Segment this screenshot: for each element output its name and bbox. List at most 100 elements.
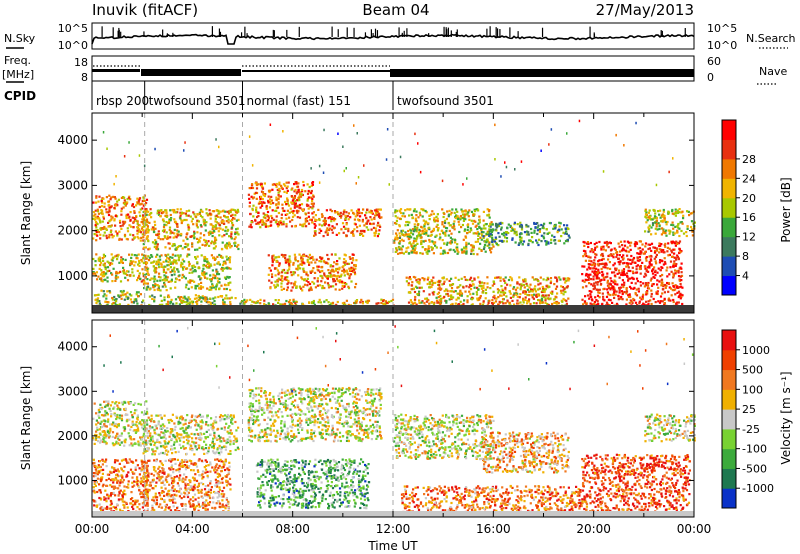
power-cell	[585, 285, 588, 288]
power-cell	[463, 251, 466, 254]
power-cell	[596, 263, 599, 266]
power-cell	[660, 220, 663, 223]
power-cell	[488, 225, 491, 228]
power-cell	[663, 297, 666, 300]
power-cell	[421, 215, 424, 218]
power-cell	[502, 293, 505, 296]
power-cell	[312, 301, 315, 305]
power-cell	[285, 299, 288, 303]
power-cell	[674, 244, 677, 247]
power-cell	[374, 211, 378, 214]
power-cell	[438, 284, 441, 287]
power-cell	[589, 295, 592, 298]
power-cell	[125, 295, 128, 298]
power-cell	[626, 254, 629, 257]
power-cell	[275, 256, 278, 259]
power-cell	[638, 256, 641, 259]
power-cell	[119, 221, 122, 224]
power-cell	[251, 300, 254, 303]
power-cell	[590, 264, 594, 267]
power-cell	[664, 245, 667, 248]
power-cell	[491, 223, 494, 226]
power-cell	[108, 206, 111, 209]
power-cell	[672, 272, 675, 275]
power-cell	[174, 248, 177, 251]
power-cell	[439, 252, 442, 255]
power-cell	[215, 138, 217, 141]
power-cell	[474, 225, 477, 228]
power-cell	[320, 270, 323, 273]
power-cell	[647, 216, 650, 219]
power-cell	[317, 265, 320, 268]
power-cell	[378, 214, 381, 218]
power-cell	[103, 205, 106, 208]
power-cell	[674, 272, 677, 275]
power-cell	[670, 287, 673, 290]
power-cell	[670, 251, 674, 254]
power-cell	[511, 238, 514, 241]
power-cell	[185, 210, 188, 213]
power-cell	[537, 283, 540, 286]
power-cell	[435, 234, 438, 237]
power-cell	[411, 248, 414, 251]
power-cell	[460, 294, 463, 297]
power-cell	[602, 266, 605, 269]
power-cell	[676, 301, 679, 304]
power-cell	[220, 254, 223, 258]
power-cell	[444, 251, 447, 255]
power-cell	[224, 297, 227, 300]
power-cell	[651, 269, 654, 272]
power-cell	[382, 303, 386, 306]
power-cell	[472, 214, 475, 217]
power-cell	[207, 261, 210, 265]
power-cell	[453, 211, 456, 214]
power-cell	[594, 281, 598, 284]
power-cell	[115, 300, 118, 303]
power-cell	[618, 263, 621, 266]
power-cell	[124, 272, 127, 275]
power-cell	[285, 217, 288, 220]
power-cell	[99, 237, 102, 240]
power-cell	[498, 235, 501, 238]
power-cell	[438, 238, 441, 241]
power-cell	[486, 208, 489, 211]
power-cell	[156, 279, 159, 282]
power-cell	[308, 282, 312, 286]
power-cell	[549, 281, 552, 285]
power-cell	[150, 261, 153, 264]
power-cell	[102, 197, 105, 200]
power-cell	[174, 298, 178, 301]
power-cell	[237, 218, 240, 221]
power-cell	[534, 288, 537, 291]
power-cell	[656, 279, 659, 282]
power-cell	[277, 221, 280, 224]
power-cell	[507, 278, 511, 282]
power-cell	[645, 293, 648, 296]
power-cell	[537, 299, 540, 302]
power-cell	[128, 215, 131, 218]
power-cell	[442, 282, 445, 285]
power-cell	[497, 224, 501, 228]
power-cell	[224, 229, 227, 232]
power-cell	[468, 290, 471, 293]
power-cell	[230, 232, 233, 236]
power-cell	[374, 227, 377, 230]
power-cell	[602, 298, 605, 301]
power-cell	[626, 275, 629, 278]
power-cell	[641, 248, 644, 251]
power-cell	[650, 259, 653, 262]
power-cell	[495, 237, 498, 240]
power-cell	[162, 268, 165, 271]
power-cell	[334, 275, 337, 278]
power-cell	[165, 279, 169, 282]
power-cell	[363, 229, 366, 233]
power-cell	[190, 286, 193, 289]
power-cell	[657, 300, 660, 303]
power-cell	[635, 271, 639, 274]
power-cell	[225, 255, 228, 258]
freq-panel: Freq. [MHz] 18 8 60 0 Nave	[2, 54, 787, 85]
power-cell	[349, 268, 352, 271]
power-cell	[504, 281, 507, 285]
power-cell	[613, 290, 616, 294]
power-cell	[450, 232, 453, 235]
